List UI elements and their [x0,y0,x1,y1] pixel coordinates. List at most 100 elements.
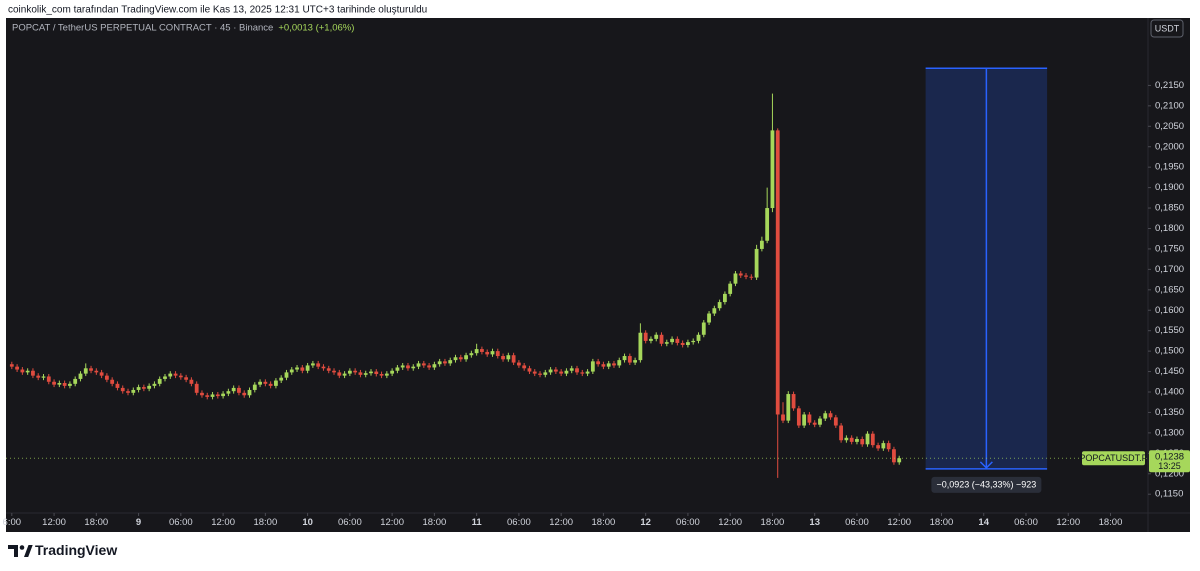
candle-body [68,383,72,386]
x-tick-label: 11 [472,517,483,528]
x-tick-label: 12:00 [211,517,235,528]
x-tick-label: 18:00 [84,517,108,528]
candle-body [390,370,395,374]
candle-body [310,363,315,366]
candle-body [839,425,844,441]
x-tick-label: 18:00 [761,517,785,528]
y-tick-label: 0,2150 [1155,80,1184,91]
candle-body [104,375,109,380]
candle-body [374,371,379,375]
candle-body [36,375,41,378]
x-tick-label: 18:00 [253,517,277,528]
y-tick-label: 0,1700 [1155,264,1184,275]
brand: TradingView [35,542,117,558]
measure-label: −0,0923 (−43,33%) −923 [936,480,1036,490]
candle-body [738,273,743,276]
candle-body [759,240,764,249]
candle-body [152,383,157,386]
candle-body [722,293,727,303]
candle-body [897,458,902,463]
candle-body [828,413,833,418]
candle-body [358,372,363,375]
candle-body [696,334,701,341]
candle-body [205,395,210,397]
candle-body [818,418,822,425]
logo-slash [24,545,33,557]
candle-body [189,379,194,384]
candle-body [147,385,152,389]
candle-body [796,408,801,426]
candle-body [590,361,595,372]
candle-body [274,380,278,386]
measure-arrowhead [979,461,993,469]
candle-body [501,356,505,360]
candle-body [184,377,189,380]
candle-body [564,370,569,374]
x-tick-label: 12:00 [718,517,742,528]
candle-body [369,371,373,374]
candle-body [200,392,204,396]
candle-body [775,130,780,415]
candle-body [770,130,775,209]
candle-body [691,340,696,343]
candle-body [749,276,754,278]
candle-body [553,369,558,372]
countdown: 13:25 [1158,461,1181,471]
candle-body [585,371,590,374]
candle-body [252,384,257,390]
candle-body [178,375,183,378]
x-tick-label: 06:00 [169,517,193,528]
y-tick-label: 0,1450 [1155,366,1184,377]
candle-body [411,366,416,369]
currency[interactable]: USDT [1155,23,1180,33]
candle-body [617,360,622,366]
x-tick-label: 06:00 [676,517,700,528]
candle-body [548,369,553,373]
candle-body [490,351,495,355]
candle-body [522,365,527,369]
candle-body [881,443,886,449]
candle-body [20,369,25,373]
candle-body [664,342,669,344]
candle-body [480,349,484,352]
x-tick-label: 12:00 [42,517,66,528]
candle-body [321,366,326,369]
candle-body [606,363,611,367]
y-tick-label: 0,1400 [1155,387,1184,398]
candle-body [78,373,83,379]
x-tick-label: 12:00 [1056,517,1080,528]
candle-body [448,360,453,364]
candle-body [855,439,859,442]
y-tick-label: 0,1550 [1155,325,1184,336]
candle-body [268,383,273,386]
candle-body [622,356,627,361]
y-tick-label: 0,1150 [1155,489,1183,500]
candle-body [99,372,104,376]
y-tick-label: 0,1950 [1155,162,1184,173]
candle-body [83,368,88,374]
candle-body [237,387,241,393]
candle-body [744,275,748,277]
candle-body [876,445,880,449]
candle-body [157,378,162,384]
x-tick-label: 18:00 [930,517,954,528]
candle-body [580,372,585,374]
candle-body [242,392,247,396]
candle-body [569,368,574,371]
candle-body [126,391,130,393]
candle-body [73,378,78,384]
candle-body [892,449,896,463]
change: +0,0013 (+1,06%) [278,23,354,34]
candle-body [384,373,389,376]
x-tick-label: 13 [809,517,820,528]
candle-body [786,394,791,421]
candle-body [495,351,500,357]
plot-area [6,67,1148,478]
candle-body [538,373,542,375]
currency-box[interactable] [1150,19,1184,38]
candle-body [728,283,733,294]
candle-body [443,361,447,364]
logo-dot [19,545,25,550]
candle-body [332,370,336,373]
y-tick-label: 0,1500 [1155,346,1184,357]
